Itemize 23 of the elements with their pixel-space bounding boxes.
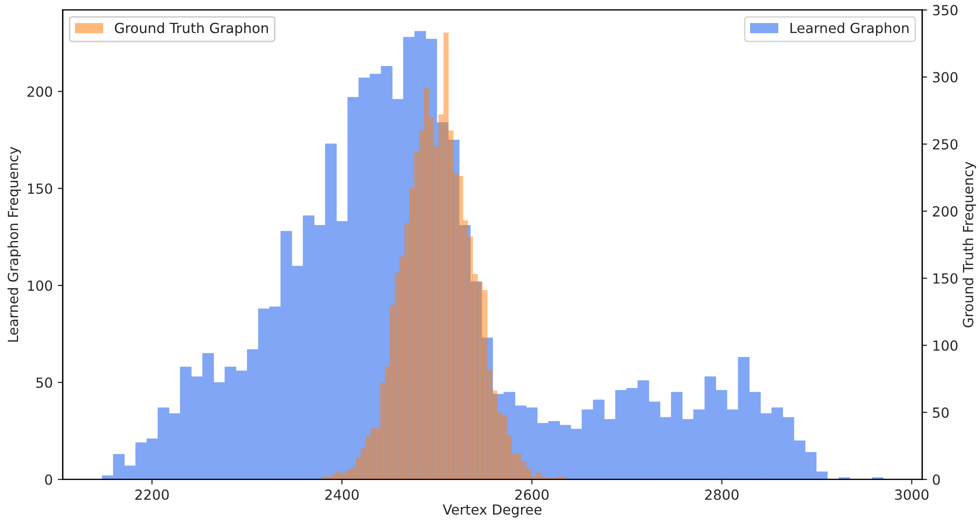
legend-label: Ground Truth Graphon bbox=[114, 22, 268, 36]
y-tick-label: 50 bbox=[36, 377, 52, 388]
x-tick-label: 3000 bbox=[895, 489, 928, 500]
y2-tick-label: 50 bbox=[932, 407, 949, 418]
x-tick-label: 2400 bbox=[325, 489, 359, 500]
y-tick-label: 150 bbox=[28, 183, 52, 194]
y-axis-title: Learned Graphon Frequency bbox=[7, 146, 21, 342]
y2-tick-label: 100 bbox=[933, 340, 958, 351]
y2-tick-label: 250 bbox=[932, 139, 958, 150]
y2-tick-label: 0 bbox=[932, 474, 940, 485]
y2-tick-label: 300 bbox=[932, 72, 958, 82]
y2-axis-title: Ground Truth Frequency bbox=[962, 162, 976, 328]
x-tick-label: 2800 bbox=[705, 489, 739, 500]
y-tick-label: 200 bbox=[28, 86, 52, 97]
x-axis-title: Vertex Degree bbox=[442, 504, 542, 518]
y2-tick-label: 350 bbox=[932, 4, 958, 16]
y2-tick-label: 150 bbox=[933, 273, 958, 284]
x-tick-label: 2200 bbox=[135, 489, 169, 500]
legend-label: Learned Graphon bbox=[790, 22, 908, 36]
y2-tick-label: 200 bbox=[932, 206, 958, 217]
y-tick-label: 0 bbox=[45, 474, 52, 485]
x-tick-label: 2600 bbox=[515, 489, 549, 500]
y-tick-label: 100 bbox=[28, 280, 52, 291]
